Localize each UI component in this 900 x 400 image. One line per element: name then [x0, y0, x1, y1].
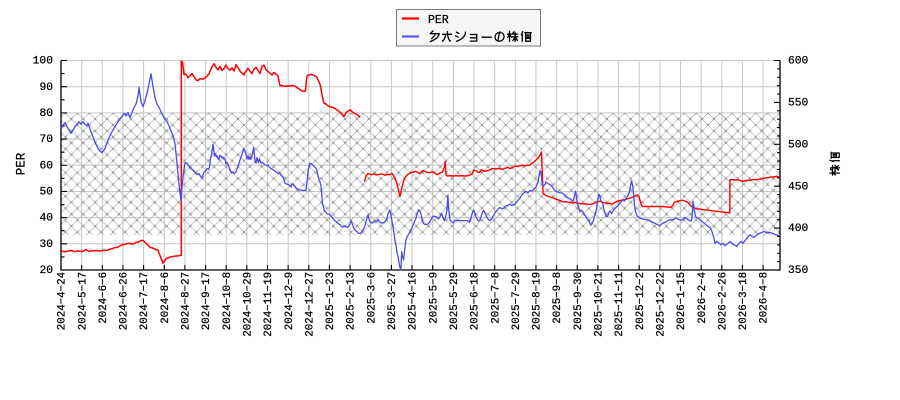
svg-text:2024−10−29: 2024−10−29 — [242, 272, 254, 337]
svg-text:2025−12−2: 2025−12−2 — [635, 272, 647, 330]
svg-text:2024−12−9: 2024−12−9 — [284, 272, 296, 330]
svg-text:2025−4−16: 2025−4−16 — [408, 272, 420, 330]
svg-text:400: 400 — [788, 223, 809, 235]
svg-text:20: 20 — [39, 265, 53, 277]
svg-text:2024−9−17: 2024−9−17 — [201, 272, 213, 330]
svg-text:40: 40 — [39, 213, 53, 225]
svg-text:2025−6−18: 2025−6−18 — [470, 272, 482, 330]
svg-text:2024−7−17: 2024−7−17 — [139, 272, 151, 330]
svg-text:2025−5−9: 2025−5−9 — [428, 272, 440, 324]
svg-text:2025−7−29: 2025−7−29 — [511, 272, 523, 330]
svg-text:2025−3−27: 2025−3−27 — [387, 272, 399, 330]
svg-text:2025−9−30: 2025−9−30 — [573, 272, 585, 330]
svg-text:2024−6−26: 2024−6−26 — [119, 272, 131, 330]
svg-text:2024−8−6: 2024−8−6 — [160, 272, 172, 324]
svg-text:2024−10−8: 2024−10−8 — [222, 272, 234, 330]
svg-text:30: 30 — [39, 239, 53, 251]
svg-text:2026−2−26: 2026−2−26 — [717, 272, 729, 330]
svg-text:70: 70 — [39, 134, 53, 146]
svg-text:2025−5−29: 2025−5−29 — [449, 272, 461, 330]
svg-text:2024−6−6: 2024−6−6 — [98, 272, 110, 324]
svg-text:PER: PER — [15, 152, 29, 175]
svg-text:450: 450 — [788, 181, 809, 193]
svg-text:2024−12−27: 2024−12−27 — [304, 272, 316, 337]
svg-text:550: 550 — [788, 98, 809, 110]
svg-text:2025−8−19: 2025−8−19 — [532, 272, 544, 330]
svg-text:2026−1−15: 2026−1−15 — [676, 272, 688, 330]
svg-text:2024−5−17: 2024−5−17 — [77, 272, 89, 330]
svg-text:500: 500 — [788, 139, 809, 151]
svg-text:2026−4−8: 2026−4−8 — [759, 272, 771, 324]
svg-text:2025−9−8: 2025−9−8 — [552, 272, 564, 324]
svg-text:2024−4−24: 2024−4−24 — [57, 272, 69, 330]
svg-text:2025−3−6: 2025−3−6 — [366, 272, 378, 324]
svg-text:350: 350 — [788, 265, 809, 277]
svg-text:2024−8−27: 2024−8−27 — [181, 272, 193, 330]
svg-text:2025−11−11: 2025−11−11 — [614, 272, 626, 337]
svg-text:50: 50 — [39, 187, 53, 199]
svg-text:PER: PER — [428, 14, 449, 27]
svg-text:90: 90 — [39, 82, 53, 94]
svg-text:80: 80 — [39, 108, 53, 120]
svg-text:60: 60 — [39, 160, 53, 172]
svg-text:2025−1−23: 2025−1−23 — [325, 272, 337, 330]
svg-text:2025−2−13: 2025−2−13 — [346, 272, 358, 330]
svg-text:2025−10−21: 2025−10−21 — [594, 272, 606, 337]
svg-text:2026−2−4: 2026−2−4 — [697, 272, 709, 324]
svg-text:2025−12−22: 2025−12−22 — [655, 272, 667, 337]
svg-text:2024−11−19: 2024−11−19 — [263, 272, 275, 337]
svg-text:2026−3−18: 2026−3−18 — [738, 272, 750, 330]
svg-text:100: 100 — [33, 56, 54, 68]
svg-text:600: 600 — [788, 56, 809, 68]
svg-text:2025−7−8: 2025−7−8 — [490, 272, 502, 324]
